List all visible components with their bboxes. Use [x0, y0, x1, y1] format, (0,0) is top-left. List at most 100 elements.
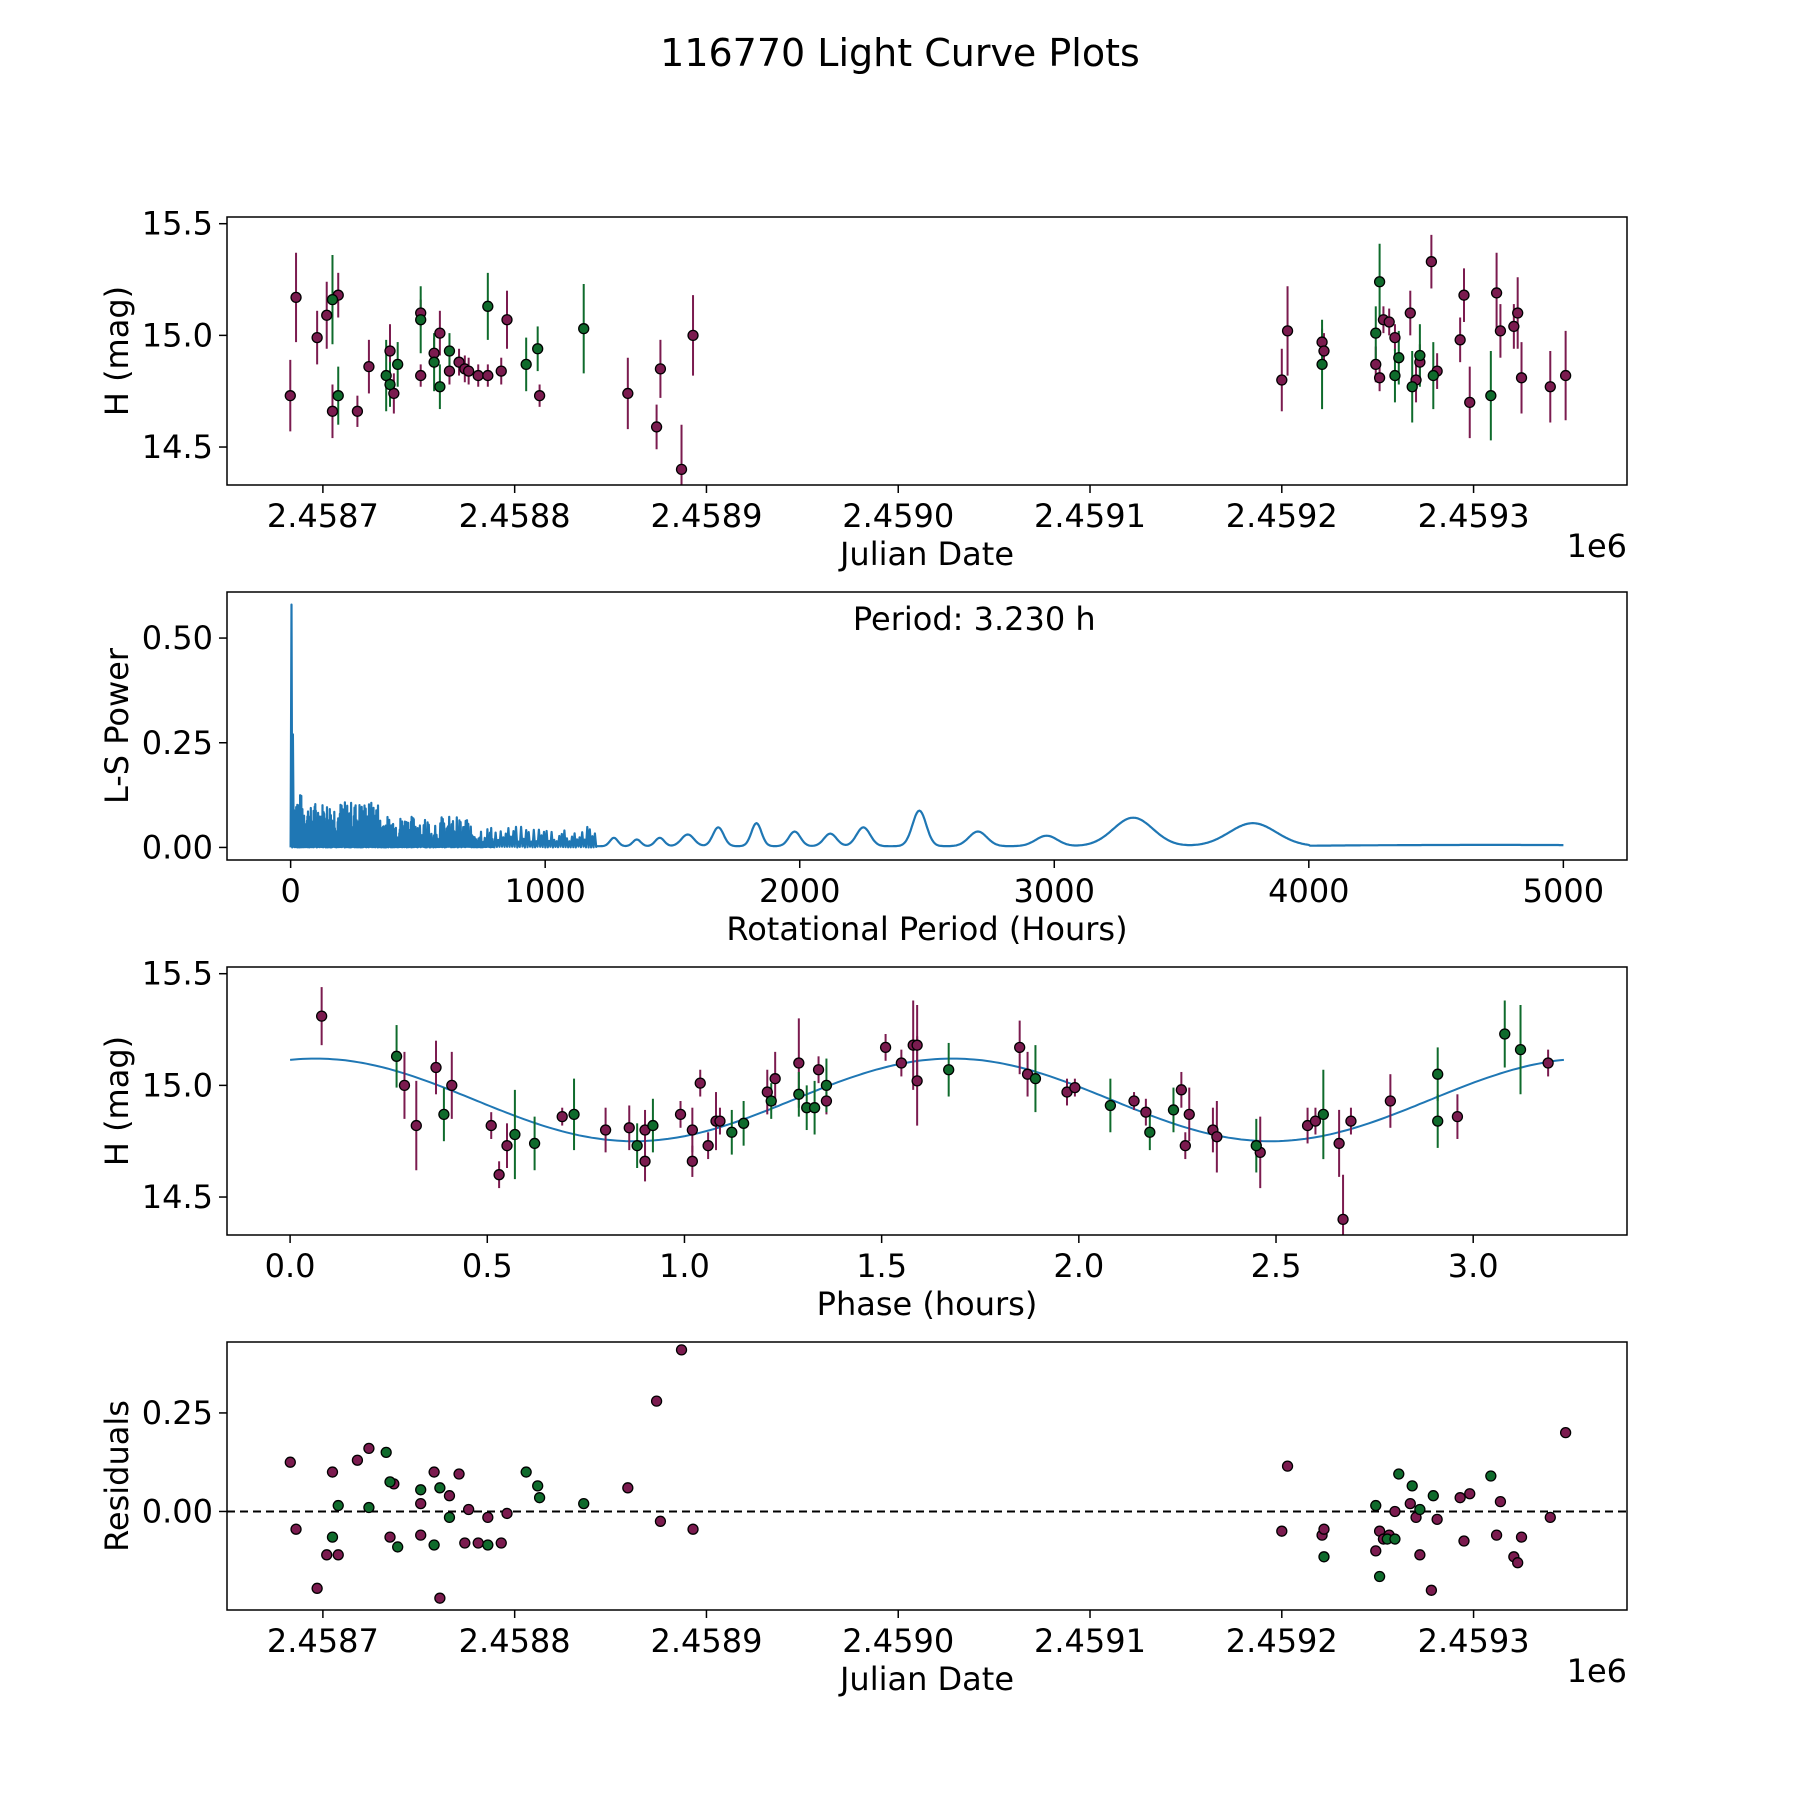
data-point-r [1318, 345, 1330, 357]
y-tick-label: 0.50 [142, 619, 213, 657]
fit-curve [290, 1057, 1564, 1143]
data-point-r [1175, 1084, 1188, 1096]
data-point-g [434, 381, 446, 393]
data-point-r [332, 1549, 344, 1561]
data-point-r [1451, 1110, 1464, 1123]
data-point-g [1370, 327, 1382, 339]
data-point-r [290, 1523, 302, 1535]
data-point-r [1414, 1549, 1426, 1561]
data-point-r [820, 1095, 833, 1107]
data-point-r [351, 1454, 364, 1466]
data-point-r [1069, 1081, 1081, 1094]
data-point-r [674, 1108, 687, 1121]
x-tick-label: 2.4587 [267, 497, 379, 535]
data-point-r [675, 463, 688, 476]
x-tick-label: 2.5 [1251, 1247, 1302, 1285]
data-point-r [443, 365, 456, 377]
data-point-r [501, 314, 513, 326]
data-point-r [1490, 1529, 1503, 1541]
data-point-r [446, 1079, 458, 1092]
y-tick-label: 15.0 [142, 316, 213, 354]
data-point-r [493, 1169, 505, 1181]
data-point-g [380, 1446, 392, 1459]
residuals-plot: 2.4587 2.4588 2.4589 2.4590 2.4591 2.4592 2.45… [98, 1341, 1628, 1698]
data-point-g [482, 1539, 494, 1551]
data-point-r [623, 1122, 635, 1134]
data-point-r [812, 1064, 825, 1076]
data-point-r [290, 291, 302, 304]
data-point-r [687, 329, 699, 342]
data-point-r [326, 405, 339, 417]
data-point-r [1389, 331, 1401, 344]
data-point-r [1276, 1525, 1288, 1537]
data-point-r [599, 1124, 612, 1136]
data-point-r [911, 1075, 923, 1087]
data-point-r [1389, 1505, 1401, 1518]
data-point-r [321, 1549, 333, 1561]
data-point-g [1316, 358, 1328, 371]
data-point-r [495, 365, 507, 377]
data-point-g [528, 1137, 541, 1150]
data-point-r [485, 1119, 497, 1132]
data-point-r [1512, 1557, 1524, 1569]
data-point-r [1318, 1523, 1330, 1535]
data-point-g [438, 1108, 450, 1121]
data-point-g [1406, 1480, 1418, 1492]
data-point-g [384, 1476, 396, 1488]
x-tick-label: 2.4591 [1034, 497, 1146, 535]
data-point-g [443, 345, 456, 357]
data-point-r [650, 1395, 663, 1407]
x-tick-label: 0.0 [265, 1247, 316, 1285]
data-point-g [1317, 1108, 1329, 1121]
y-tick-label: 15.5 [142, 205, 213, 243]
data-point-r [1281, 325, 1294, 337]
x-tick-label: 2.4593 [1418, 497, 1530, 535]
data-point-g [520, 1466, 532, 1478]
data-point-g [726, 1126, 738, 1138]
periodogram-line [289, 603, 1564, 849]
phased-frame [226, 966, 1628, 1236]
data-point-g [1389, 369, 1401, 382]
data-point-r [1559, 369, 1572, 382]
data-point-g [1167, 1104, 1180, 1116]
data-point-r [1211, 1131, 1223, 1143]
x-tick-label: 2.4592 [1226, 497, 1338, 535]
data-point-g [363, 1501, 375, 1514]
y-tick-label: 15.0 [142, 1066, 213, 1104]
data-point-r [1464, 396, 1476, 409]
x-tick-label: 2.4590 [842, 1622, 954, 1660]
data-point-r [1383, 316, 1395, 328]
data-point-r [462, 1503, 475, 1516]
data-point-r [459, 1537, 471, 1549]
data-point-r [702, 1140, 714, 1152]
data-point-r [1494, 325, 1507, 337]
data-point-r [639, 1155, 651, 1167]
y-axis-label: H (mag) [98, 286, 136, 416]
data-point-r [311, 331, 323, 344]
data-point-g [578, 323, 590, 335]
data-point-r [1281, 1460, 1294, 1472]
x-axis-label: Rotational Period (Hours) [726, 910, 1127, 948]
data-point-r [398, 1079, 411, 1092]
data-point-r [1425, 1584, 1438, 1596]
data-point-r [1512, 307, 1524, 319]
data-point-r [462, 365, 475, 377]
data-point-r [793, 1057, 805, 1069]
data-point-g [1499, 1028, 1511, 1040]
data-point-r [1544, 1511, 1556, 1524]
x-tick-label: 3000 [1014, 872, 1095, 910]
data-point-g [647, 1119, 659, 1132]
y-tick-label: 14.5 [142, 1178, 213, 1216]
data-point-g [384, 378, 396, 391]
data-point-r [428, 1466, 440, 1478]
data-point-g [415, 1484, 427, 1496]
data-point-g [808, 1102, 821, 1114]
data-point-r [434, 1592, 446, 1604]
data-point-g [520, 358, 532, 371]
data-point-g [1104, 1099, 1117, 1112]
data-point-g [765, 1095, 777, 1107]
data-point-g [793, 1088, 805, 1100]
data-point-g [532, 1480, 544, 1492]
data-point-r [1128, 1095, 1140, 1107]
y-axis-label: L-S Power [98, 647, 136, 804]
